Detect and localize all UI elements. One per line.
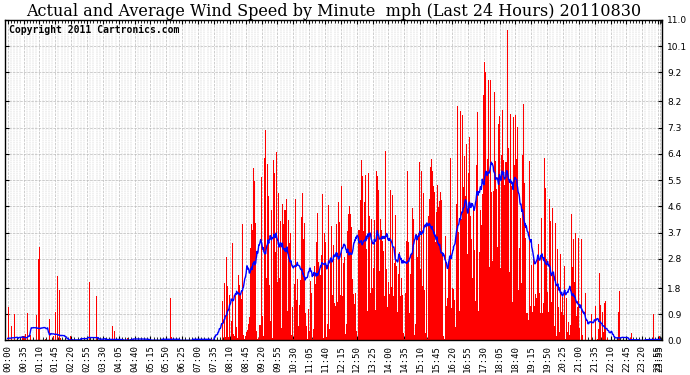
Text: Copyright 2011 Cartronics.com: Copyright 2011 Cartronics.com	[9, 25, 179, 34]
Title: Actual and Average Wind Speed by Minute  mph (Last 24 Hours) 20110830: Actual and Average Wind Speed by Minute …	[26, 3, 642, 20]
